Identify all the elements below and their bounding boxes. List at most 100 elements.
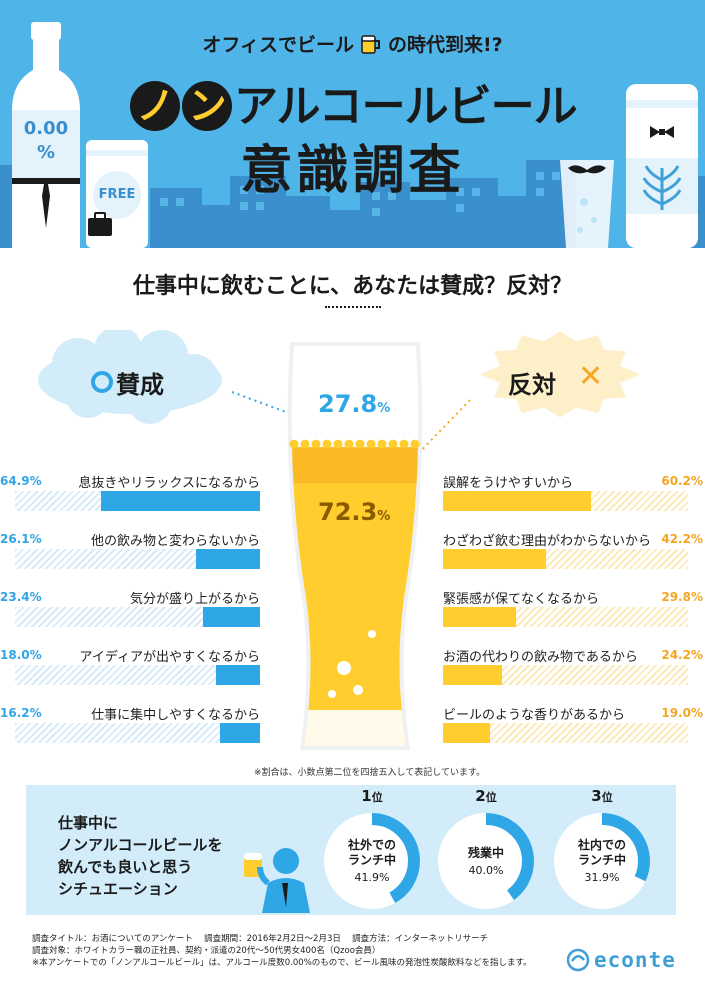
- beer-fill-disagree: [291, 447, 419, 746]
- disagree-label: 反対: [508, 371, 556, 399]
- situation-name-line: ランチ中: [577, 853, 626, 867]
- donut-slice: [554, 813, 650, 909]
- donut-label: 残業中 40.0%: [436, 811, 536, 911]
- reason-label: 気分が盛り上がるから: [129, 592, 260, 607]
- reason-label: 仕事に集中しやすくなるから: [91, 708, 260, 723]
- beer-glass-chart: [287, 342, 423, 750]
- rank-suffix: 位: [485, 791, 497, 804]
- reason-label: 緊張感が保てなくなるから: [443, 592, 600, 607]
- lead-text-a: オフィスでビール: [202, 34, 354, 56]
- reason-value-label: 42.2%: [661, 532, 703, 546]
- disagree-percent: 72.3%: [318, 498, 390, 526]
- donut-label: 社外での ランチ中 41.9%: [322, 811, 422, 911]
- title-chip-2: ン: [182, 81, 232, 131]
- lead-text-b: の時代到来!?: [387, 34, 503, 56]
- situation-title-line: 飲んでも良いと思う: [58, 858, 193, 876]
- situation-donut: [438, 813, 534, 909]
- disagree-burst: [480, 331, 640, 418]
- beer-bubbles: [328, 630, 376, 698]
- glass-base: [291, 710, 419, 746]
- situation-title-line: ノンアルコールビールを: [58, 836, 223, 854]
- agree-label: 賛成: [116, 371, 164, 399]
- reason-label: 誤解をうけやすいから: [443, 476, 574, 491]
- reason-bar: [443, 723, 490, 743]
- reason-value-label: 23.4%: [0, 590, 42, 604]
- reason-value-label: 18.0%: [0, 648, 42, 662]
- situation-name-line: 残業中: [467, 845, 504, 860]
- rank-number: 1位: [322, 787, 422, 805]
- reason-label: わざわざ飲む理由がわからないから: [443, 534, 652, 549]
- header-illustration: [0, 22, 705, 248]
- agree-percent-unit: %: [377, 401, 391, 416]
- title-chip-1: ノ: [130, 81, 180, 131]
- agree-reason-row: 仕事に集中しやすくなるから 16.2%: [0, 704, 260, 744]
- main-title-line-1: ノンアルコールビール: [130, 70, 590, 134]
- reason-bar: [443, 549, 547, 569]
- reason-label: 息抜きやリラックスになるから: [78, 476, 260, 491]
- reason-bar-track: [443, 665, 688, 685]
- label-bubbles: [38, 330, 640, 450]
- reason-bar: [220, 723, 260, 743]
- reason-bar-track: [15, 665, 260, 685]
- reason-bar-track: [15, 607, 260, 627]
- beer-mug-icon: [361, 35, 380, 54]
- footer-line-3: ※本アンケートでの「ノンアルコールビール」は、アルコール度数0.00%のもので、…: [32, 958, 532, 968]
- disagree-pointer: [420, 399, 471, 450]
- question-underline: [325, 306, 381, 308]
- situation-rank-item: 3位社内での ランチ中 31.9%: [552, 787, 652, 909]
- reason-bar-track: [443, 723, 688, 743]
- rank-suffix: 位: [601, 791, 613, 804]
- agree-reason-row: 他の飲み物と変わらないから 26.1%: [0, 530, 260, 570]
- situation-title-line: 仕事中に: [58, 814, 119, 832]
- rank-suffix: 位: [371, 791, 383, 804]
- situation-name-line: 社外での: [347, 838, 396, 852]
- reason-value-label: 64.9%: [0, 474, 42, 488]
- econte-logo-icon: [566, 948, 590, 972]
- reason-bar-track: [443, 549, 688, 569]
- drinking-person-illustration: [244, 848, 310, 913]
- agree-percent-value: 27.8: [318, 390, 378, 418]
- reason-bar: [215, 665, 260, 685]
- situation-donut: [554, 813, 650, 909]
- donut-slice: [324, 813, 420, 909]
- reason-value-label: 29.8%: [661, 590, 703, 604]
- rank-digit: 1: [361, 787, 372, 805]
- situation-name-line: 社内での: [577, 838, 626, 852]
- reason-label: 他の飲み物と変わらないから: [90, 534, 260, 549]
- reason-bar-track: [15, 549, 260, 569]
- rank-number: 2位: [436, 787, 536, 805]
- reason-value-label: 26.1%: [0, 532, 42, 546]
- agree-reason-row: アイディアが出やすくなるから 18.0%: [0, 646, 260, 686]
- rounding-note: ※割合は、小数点第二位を四捨五入して表記しています。: [254, 768, 486, 778]
- survey-footer: 調査タイトル：お酒についてのアンケート 調査期間：2016年2月2日～2月3日 …: [32, 933, 532, 969]
- rank-digit: 3: [591, 787, 602, 805]
- disagree-reason-row: 誤解をうけやすいから 60.2%: [443, 472, 703, 512]
- disagree-reason-row: ビールのような香りがあるから 19.0%: [443, 704, 703, 744]
- beer-top-shade: [291, 447, 419, 484]
- can-character: [86, 140, 148, 248]
- circle-mark-icon: [91, 371, 113, 393]
- bottle-label-pct: 0.00: [23, 118, 69, 139]
- econte-logo-text: econte: [594, 948, 676, 972]
- agree-cloud: [38, 330, 222, 424]
- reason-value-label: 16.2%: [0, 706, 42, 720]
- situation-name-line: ランチ中: [347, 853, 396, 867]
- reason-bar-track: [15, 491, 260, 511]
- donut-slice: [438, 813, 534, 909]
- foam-bubbles: [289, 439, 420, 449]
- situation-percent: 31.9%: [584, 871, 620, 884]
- reason-bar: [196, 549, 260, 569]
- header-lead: オフィスでビール の時代到来!?: [0, 30, 705, 57]
- skyline-windows: [160, 172, 560, 216]
- disagree-reason-row: わざわざ飲む理由がわからないから 42.2%: [443, 530, 703, 570]
- reason-value-label: 19.0%: [661, 706, 703, 720]
- agree-reason-row: 息抜きやリラックスになるから 64.9%: [0, 472, 260, 512]
- situation-title-line: シチュエーション: [58, 880, 178, 898]
- header-banner: 0.00 % FREE オフィスでビール の時代到来!? ノンアルコールビール 意…: [0, 0, 705, 248]
- disagree-reason-row: お酒の代わりの飲み物であるから 24.2%: [443, 646, 703, 686]
- agree-percent: 27.8%: [318, 390, 390, 418]
- cross-mark-icon: ✕: [578, 359, 604, 394]
- disagree-reason-row: 緊張感が保てなくなるから 29.8%: [443, 588, 703, 628]
- footer-line-2: 調査対象：ホワイトカラー職の正社員、契約・派遣の20代～50代男女400名（Qz…: [32, 946, 381, 956]
